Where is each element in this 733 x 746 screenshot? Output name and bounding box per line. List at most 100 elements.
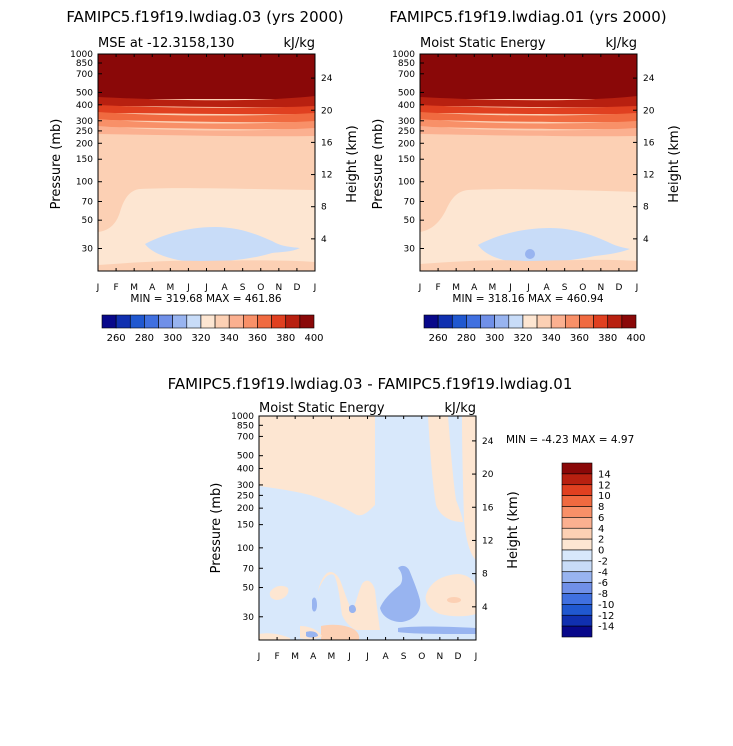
panel-1-axes: J F M A M J J A S O N D J305070100150200250300400500… [70,50,333,293]
month-label: N [597,283,604,293]
panel-2-subtitle: Moist Static Energy [420,36,546,51]
pressure-label: 70 [243,564,255,574]
panel-2-ylabel: Pressure (mb) [371,119,386,210]
colorbar-swatch [561,538,593,551]
colorbar-swatch [561,495,593,507]
pressure-label: 250 [76,127,93,137]
month-label: F [113,283,118,293]
height-label: 12 [482,536,493,546]
colorbar-swatch [214,314,230,329]
panel-1-units: kJ/kg [283,36,315,51]
panel-3-axes: J F M A M J J A S O N D J305070100150200250300400500… [231,412,494,662]
month-label: O [418,652,425,662]
height-label: 16 [321,138,333,148]
pressure-label: 400 [76,101,93,111]
month-label: J [347,652,351,662]
colorbar-swatch [451,314,467,329]
colorbar-label: 2 [598,535,604,546]
month-label: S [401,652,407,662]
height-label: 24 [321,74,333,84]
pressure-label: 400 [237,464,254,474]
month-label: J [313,283,317,293]
colorbar-label: 12 [598,480,611,491]
colorbar-label: 320 [191,333,210,344]
colorbar-swatch [607,314,623,329]
colorbar-label: 4 [598,524,604,535]
pressure-label: 30 [82,245,94,255]
month-label: J [418,283,422,293]
month-label: A [310,652,317,662]
colorbar-swatch [561,614,593,627]
panel-1-field [98,54,315,271]
height-label: 24 [482,437,494,447]
pressure-label: 400 [398,101,415,111]
month-label: M [130,283,138,293]
colorbar-swatch [494,314,510,329]
pressure-label: 300 [237,481,254,491]
colorbar-swatch [423,314,439,329]
pressure-label: 1000 [231,412,254,422]
month-label: S [240,283,246,293]
height-label: 4 [482,603,488,613]
month-label: O [579,283,586,293]
colorbar-swatch [561,604,593,616]
month-label: J [365,652,369,662]
colorbar-label: -8 [598,589,608,600]
colorbar-label: 300 [485,333,504,344]
month-label: F [435,283,440,293]
colorbar-label: 8 [598,502,604,513]
pressure-label: 30 [404,245,416,255]
colorbar-label: 380 [276,333,295,344]
colorbar-swatch [561,560,593,573]
colorbar-swatch [186,314,202,329]
pressure-label: 100 [76,178,93,188]
colorbar-swatch [561,582,593,594]
colorbar-swatch [561,506,593,518]
month-label: N [436,652,443,662]
panel-1-ylabel-right: Height (km) [345,125,360,202]
month-label: D [615,283,622,293]
pressure-label: 70 [404,198,416,208]
height-label: 8 [643,203,649,213]
month-label: M [166,283,174,293]
month-label: O [257,283,264,293]
colorbar-swatch [561,625,593,638]
colorbar-label: 400 [304,333,323,344]
colorbar-swatch [561,484,593,496]
month-label: J [526,283,530,293]
colorbar-swatch [561,571,593,583]
pressure-label: 500 [237,452,254,462]
pressure-label: 300 [398,117,415,127]
colorbar-label: -12 [598,611,614,622]
panel-2-minmax: MIN = 318.16 MAX = 460.94 [452,293,604,305]
colorbar-swatch [561,473,593,486]
colorbar-2: 260 280 300 320 340 360 380 400 [423,314,646,344]
pressure-label: 200 [237,504,254,514]
panel-1-subtitle: MSE at -12.3158,130 [98,36,234,51]
colorbar-label: -6 [598,578,608,589]
pressure-label: 1000 [70,50,93,60]
pressure-label: 700 [76,70,93,80]
pressure-label: 150 [237,521,254,531]
colorbar-swatch [561,549,593,562]
month-label: A [471,283,478,293]
colorbar-swatch [285,314,301,329]
month-label: D [454,652,461,662]
panel-2-title: FAMIPC5.f19f19.lwdiag.01 (yrs 2000) [389,8,666,26]
colorbar-swatch [257,314,272,329]
colorbar-swatch [271,314,287,329]
colorbar-label: -2 [598,556,608,567]
colorbar-swatch [561,462,593,475]
height-label: 20 [321,106,333,116]
month-label: J [96,283,100,293]
pressure-label: 50 [243,584,255,594]
panel-1-minmax: MIN = 319.68 MAX = 461.86 [130,293,282,305]
month-label: S [562,283,568,293]
colorbar-swatch [508,314,524,329]
colorbar-label: 10 [598,491,611,502]
pressure-label: 700 [237,432,254,442]
colorbar-label: 300 [163,333,182,344]
height-label: 24 [643,74,655,84]
pressure-label: 200 [398,139,415,149]
panel-3-title: FAMIPC5.f19f19.lwdiag.03 - FAMIPC5.f19f1… [168,375,573,393]
